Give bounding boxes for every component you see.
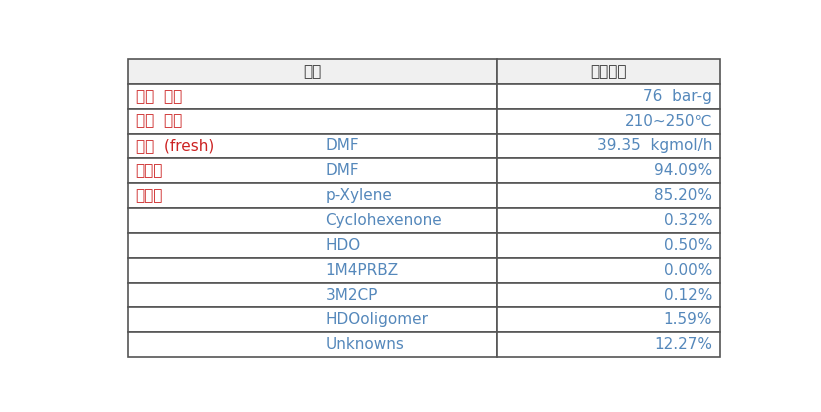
Bar: [498, 233, 720, 258]
Bar: [498, 59, 720, 84]
Bar: [128, 258, 498, 283]
Text: 0.50%: 0.50%: [664, 238, 712, 253]
Text: 전환율: 전환율: [135, 163, 163, 178]
Text: DMF: DMF: [325, 163, 359, 178]
Text: 94.09%: 94.09%: [654, 163, 712, 178]
Text: p-Xylene: p-Xylene: [325, 188, 392, 203]
Text: 0.00%: 0.00%: [664, 263, 712, 278]
Text: 85.20%: 85.20%: [654, 188, 712, 203]
Text: 210~250℃: 210~250℃: [625, 114, 712, 129]
Text: 12.27%: 12.27%: [654, 337, 712, 352]
Text: 1M4PRBZ: 1M4PRBZ: [325, 263, 398, 278]
Bar: [128, 158, 498, 183]
Bar: [498, 183, 720, 208]
Bar: [128, 84, 498, 109]
Text: 선택도: 선택도: [135, 188, 163, 203]
Text: Unknowns: Unknowns: [325, 337, 404, 352]
Text: 모사조건: 모사조건: [590, 64, 626, 79]
Bar: [128, 332, 498, 357]
Bar: [498, 133, 720, 158]
Text: 반응  온도: 반응 온도: [135, 114, 182, 129]
Bar: [498, 158, 720, 183]
Text: Cyclohexenone: Cyclohexenone: [325, 213, 442, 228]
Bar: [498, 332, 720, 357]
Text: 유량  (fresh): 유량 (fresh): [135, 138, 214, 153]
Bar: [128, 59, 498, 84]
Bar: [498, 283, 720, 307]
Text: 0.12%: 0.12%: [664, 288, 712, 302]
Bar: [498, 258, 720, 283]
Bar: [128, 208, 498, 233]
Bar: [498, 208, 720, 233]
Text: 0.32%: 0.32%: [663, 213, 712, 228]
Text: 39.35  kgmol/h: 39.35 kgmol/h: [597, 138, 712, 153]
Text: 반응  압력: 반응 압력: [135, 89, 182, 104]
Text: 3M2CP: 3M2CP: [325, 288, 378, 302]
Text: HDOoligomer: HDOoligomer: [325, 312, 429, 328]
Bar: [128, 283, 498, 307]
Text: 1.59%: 1.59%: [663, 312, 712, 328]
Bar: [498, 84, 720, 109]
Bar: [128, 133, 498, 158]
Bar: [498, 109, 720, 133]
Text: 항목: 항목: [304, 64, 322, 79]
Bar: [128, 307, 498, 332]
Bar: [128, 183, 498, 208]
Bar: [498, 307, 720, 332]
Text: DMF: DMF: [325, 138, 359, 153]
Text: 76  bar-g: 76 bar-g: [644, 89, 712, 104]
Bar: [128, 109, 498, 133]
Text: HDO: HDO: [325, 238, 360, 253]
Bar: [128, 233, 498, 258]
